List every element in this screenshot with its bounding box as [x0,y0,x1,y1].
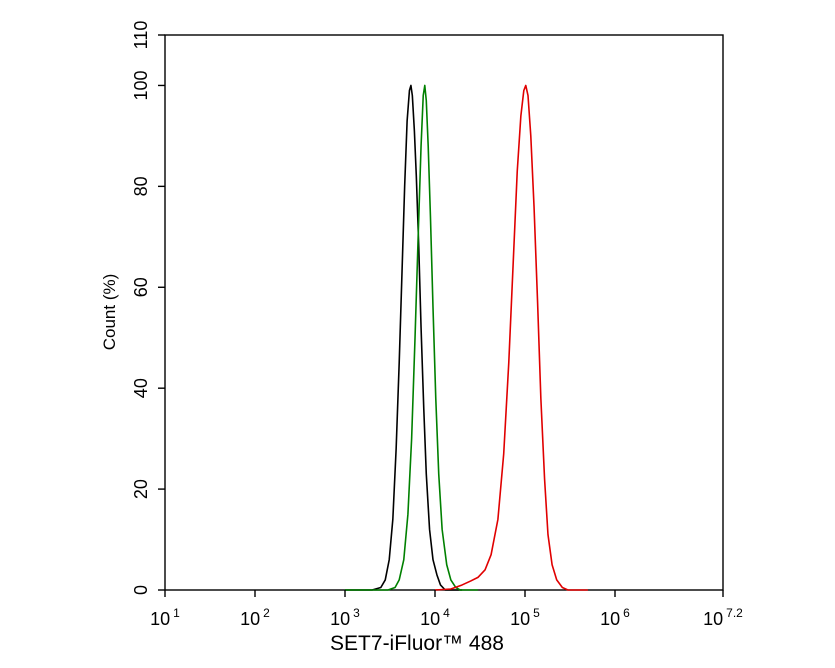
x-tick-label: 10 3 [330,606,360,629]
x-tick-label: 10 4 [420,606,450,629]
x-axis: 10 1 10 2 10 3 10 4 10 5 10 6 10 7.2 [150,590,743,629]
y-tick-label: 100 [131,70,151,100]
y-tick-label: 80 [131,176,151,196]
y-tick-label: 0 [131,585,151,595]
series-layer [345,84,588,591]
x-tick-label: 10 2 [240,606,270,629]
y-tick-label: 110 [131,21,151,50]
x-tick-label: 10 6 [600,606,630,629]
series-line-2 [345,84,478,591]
y-tick-label: 40 [131,378,151,398]
x-tick-label: 10 1 [150,606,180,629]
y-axis-label: Count (%) [100,274,119,351]
series-line-1 [345,84,463,591]
y-tick-label: 20 [131,479,151,499]
plot-frame [164,34,724,591]
y-axis: 0 20 40 60 80 100 110 [131,21,165,595]
x-tick-label: 10 5 [510,606,540,629]
series-line-3 [434,84,588,591]
x-axis-label: SET7-iFluor™ 488 [330,632,504,655]
x-tick-label: 10 7.2 [703,606,743,629]
y-tick-label: 60 [131,277,151,297]
